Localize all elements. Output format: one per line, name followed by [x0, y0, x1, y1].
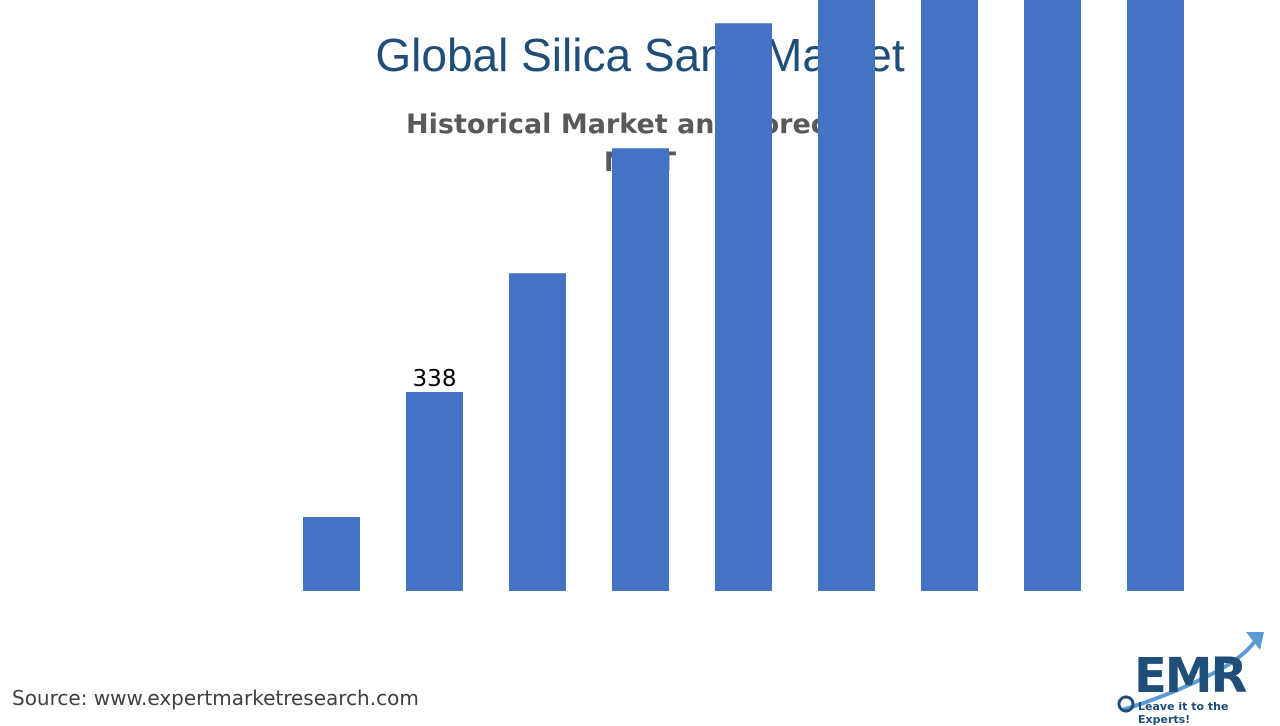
logo-tagline: Leave it to the Experts!	[1138, 700, 1229, 726]
chart-subtitle: Historical Market and Forecast MMT	[0, 106, 1280, 182]
logo-arrow-icon	[1117, 632, 1264, 713]
subtitle-line: Historical Market and Forecast	[406, 109, 874, 140]
bar-5	[509, 273, 566, 591]
bar-7	[715, 23, 772, 591]
logo-letters: EMR	[1134, 648, 1248, 704]
data-label-bar-4: 338	[413, 366, 457, 392]
bar-4	[406, 392, 463, 591]
source-note: Source: www.expertmarketresearch.com	[12, 686, 419, 710]
bar-3	[303, 517, 360, 591]
bar-11	[1127, 0, 1184, 591]
bar-6	[612, 148, 669, 591]
bar-10	[1024, 0, 1081, 591]
bar-8	[818, 0, 875, 591]
emr-logo: EMR Leave it to the Experts!	[1108, 626, 1278, 726]
chart-title: Global Silica Sand Market	[375, 29, 905, 81]
bar-9	[921, 0, 978, 591]
